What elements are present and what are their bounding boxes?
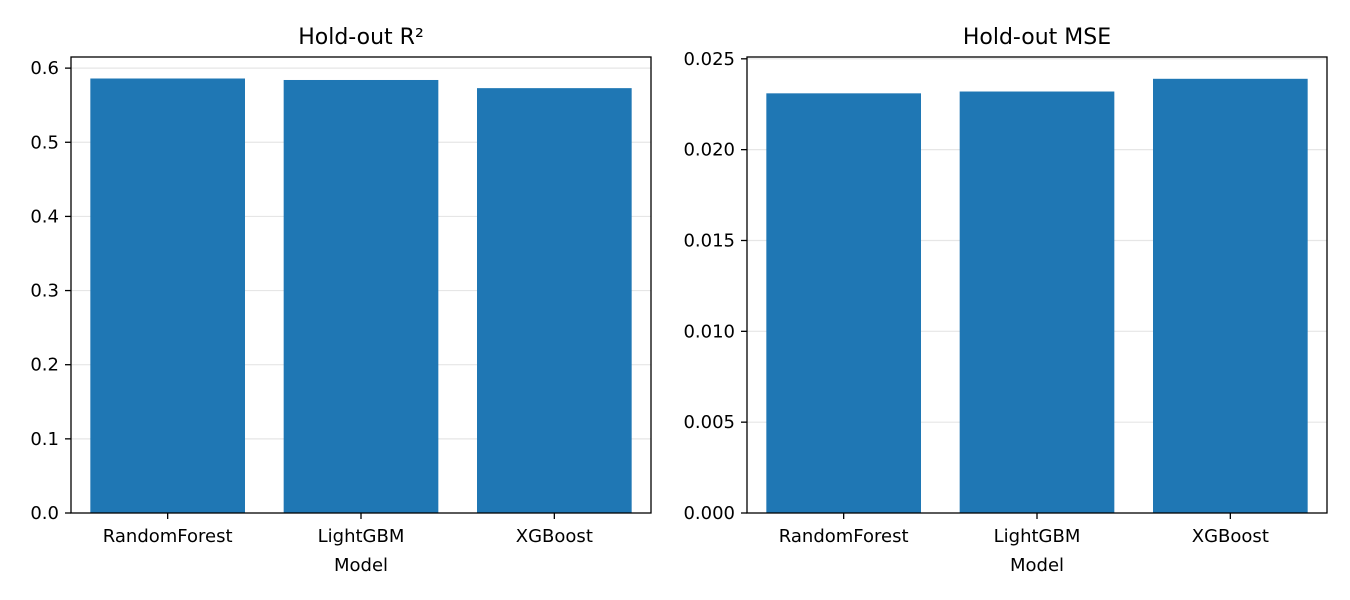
bar-xgboost bbox=[477, 88, 632, 513]
y-tick-label: 0.000 bbox=[683, 503, 735, 524]
bar-lightgbm bbox=[959, 91, 1115, 513]
chart-title: Hold-out MSE bbox=[963, 25, 1111, 50]
y-tick-label: 0.3 bbox=[30, 281, 59, 302]
y-tick-label: 0.005 bbox=[683, 412, 735, 433]
chart-title: Hold-out R² bbox=[298, 25, 424, 50]
bar-randomforest bbox=[90, 78, 245, 513]
bar-randomforest bbox=[766, 93, 921, 514]
x-tick-label: LightGBM bbox=[994, 526, 1081, 547]
y-tick-label: 0.025 bbox=[683, 49, 735, 70]
x-tick-label: LightGBM bbox=[318, 526, 405, 547]
y-tick-label: 0.2 bbox=[30, 355, 59, 376]
x-tick-label: XGBoost bbox=[1192, 526, 1269, 547]
y-tick-label: 0.020 bbox=[683, 140, 735, 161]
y-tick-label: 0.0 bbox=[30, 503, 59, 524]
y-tick-label: 0.6 bbox=[30, 58, 59, 79]
y-tick-label: 0.015 bbox=[683, 230, 735, 251]
x-axis-label: Model bbox=[334, 555, 388, 576]
y-tick-label: 0.1 bbox=[30, 429, 59, 450]
x-tick-label: RandomForest bbox=[779, 526, 909, 547]
x-axis-label: Model bbox=[1010, 555, 1064, 576]
chart-panel-r2: Hold-out R² 0.0 0.1 0.2 0.3 0.4 0.5 0.6 RandomF… bbox=[30, 25, 652, 576]
x-tick-label: XGBoost bbox=[516, 526, 593, 547]
bar-lightgbm bbox=[283, 79, 439, 514]
bar-xgboost bbox=[1153, 78, 1308, 514]
chart-panel-mse: Hold-out MSE 0.000 0.005 0.010 0.015 0.020 0.… bbox=[683, 25, 1328, 576]
y-tick-label: 0.5 bbox=[30, 132, 59, 153]
x-tick-label: RandomForest bbox=[103, 526, 233, 547]
y-tick-label: 0.010 bbox=[683, 321, 735, 342]
y-tick-label: 0.4 bbox=[30, 206, 59, 227]
